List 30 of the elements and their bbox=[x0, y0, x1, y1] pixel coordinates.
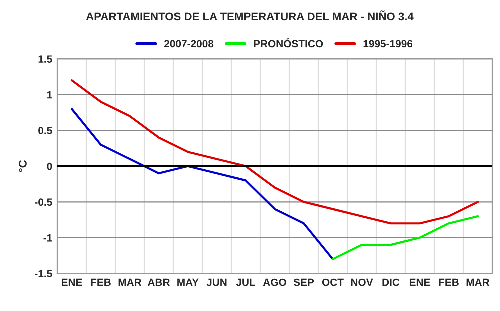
x-tick-label: JUL bbox=[236, 278, 256, 286]
x-tick-label: JUN bbox=[206, 278, 227, 286]
x-tick-label: MAR bbox=[118, 278, 142, 286]
y-tick-label: 0.5 bbox=[38, 127, 52, 134]
x-tick-label: ENE bbox=[62, 278, 82, 286]
y-tick-label: -1.5 bbox=[35, 270, 52, 278]
x-tick-label: DIC bbox=[382, 278, 400, 286]
x-tick-label: ENE bbox=[410, 278, 430, 286]
legend-label: 2007-2008 bbox=[164, 40, 214, 48]
legend-label: 1995-1996 bbox=[364, 40, 413, 48]
x-tick-label: FEB bbox=[439, 278, 459, 286]
x-tick-label: FEB bbox=[91, 278, 111, 286]
line-series bbox=[332, 215, 480, 260]
x-tick-label: NOV bbox=[351, 278, 374, 286]
x-tick-label: MAY bbox=[178, 278, 199, 286]
y-tick-label: 1.5 bbox=[38, 56, 52, 63]
x-tick-label: SEP bbox=[294, 278, 314, 286]
x-tick-label: MAR bbox=[466, 278, 490, 286]
y-tick-label: 1 bbox=[48, 91, 52, 99]
x-tick-label: ABR bbox=[148, 278, 170, 286]
y-tick-label: 0 bbox=[47, 162, 52, 170]
line-series bbox=[70, 108, 334, 260]
chart-title: APARTAMIENTOS DE LA TEMPERATURA DEL MAR - NIÑO 3.4 bbox=[86, 10, 414, 21]
y-tick-label: -0.5 bbox=[35, 198, 52, 206]
y-axis-title: °C bbox=[19, 160, 27, 172]
y-tick-label: -1 bbox=[44, 234, 52, 242]
x-tick-label: AGO bbox=[263, 278, 286, 286]
legend-label: PRONÓSTICO bbox=[254, 38, 324, 48]
x-tick-label: OCT bbox=[322, 278, 344, 286]
line-series bbox=[70, 80, 480, 225]
